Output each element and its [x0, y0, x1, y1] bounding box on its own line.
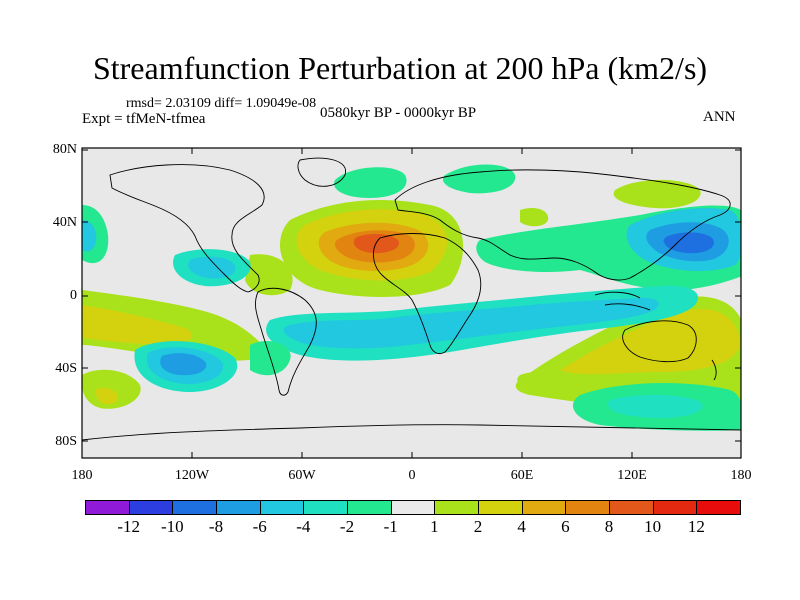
colorbar-label: -6 [252, 517, 267, 536]
coast-antarctica [82, 424, 741, 441]
contour-pos-2-south-atlantic [517, 371, 576, 393]
colorbar-label: 4 [517, 517, 526, 536]
lat-label-80s: 80S [55, 434, 77, 449]
chart-title: Streamfunction Perturbation at 200 hPa (… [92, 50, 708, 86]
colorbar-box [259, 500, 305, 515]
contour-pos-2-north-africa [245, 254, 293, 296]
colorbar-label: 6 [561, 517, 570, 536]
colorbar-label: -12 [117, 517, 140, 536]
lon-label-60w: 60W [288, 468, 316, 483]
period-label: 0580kyr BP - 0000kyr BP [320, 105, 477, 121]
colorbar-label: -2 [339, 517, 355, 536]
axis-ticks [81, 148, 742, 458]
season-label: ANN [703, 109, 736, 125]
lon-label-120w: 120W [174, 468, 210, 483]
colorbar-label: 8 [604, 517, 614, 536]
contour-neg-1-arctic-europe [442, 164, 516, 194]
coast-new-zealand [711, 359, 717, 381]
lon-label-180w: 180 [71, 468, 93, 483]
colorbar-box [652, 500, 698, 515]
colorbar-box [434, 500, 479, 515]
colorbar-box [521, 500, 567, 515]
colorbar-box [478, 500, 523, 515]
lat-label-40s: 40S [55, 361, 77, 376]
colorbar-box [390, 500, 436, 515]
contour-pos-2-europe-small [520, 208, 549, 227]
lat-label-80n: 80N [52, 142, 77, 157]
lat-label-40n: 40N [52, 215, 77, 230]
coast-indonesia [594, 291, 651, 311]
colorbar-label: -4 [296, 517, 311, 536]
contour-neg-2-southern-ocean [608, 394, 703, 418]
colorbar-label: 12 [687, 517, 705, 536]
colorbar-box [216, 500, 261, 515]
contour-neg-2-west-pacific [82, 220, 97, 252]
contour-neg-1-arctic-atlantic [334, 167, 407, 198]
colorbar-box [609, 500, 654, 515]
contour-neg-8-nw-pacific [663, 232, 715, 254]
lat-label-eq: 0 [70, 288, 77, 303]
colorbar-box [303, 500, 348, 515]
colorbar-box [172, 500, 217, 515]
colorbar-label: 1 [430, 517, 439, 536]
colorbar-label: -8 [208, 517, 224, 536]
contour-neg-6-south-pacific [160, 353, 207, 376]
coast-africa [373, 233, 482, 355]
experiment-label: Expt = tfMeN-tfmea [82, 111, 206, 127]
colorbar-label: 10 [644, 517, 662, 536]
colorbar-box [565, 500, 610, 515]
contour-pos-4-australia [560, 309, 740, 375]
colorbar-label: 2 [473, 517, 483, 536]
coast-south-america [255, 287, 317, 396]
colorbar-label: -1 [383, 517, 398, 536]
contour-pos-4-south-pacific [82, 305, 193, 345]
contour-neg-4-south-band [283, 297, 659, 349]
coast-greenland [297, 157, 347, 187]
colorbar-box [128, 500, 174, 515]
lon-label-180e: 180 [730, 468, 752, 483]
contour-pos-2-siberia [613, 179, 701, 209]
contour-pos-2-south-pacific-small [82, 369, 141, 409]
lon-label-0: 0 [408, 468, 416, 483]
contour-field [82, 164, 741, 431]
stats-label: rmsd= 2.03109 diff= 1.09049e-08 [126, 96, 317, 111]
coast-australia [622, 320, 697, 363]
lon-label-60e: 60E [510, 468, 534, 483]
colorbar-box [696, 500, 741, 515]
colorbar-label: -10 [160, 517, 184, 536]
coastlines [82, 157, 741, 441]
contour-pos-4-south-pacific-small [95, 387, 118, 405]
coast-europe-asia [394, 169, 731, 281]
colorbar-box [347, 500, 392, 515]
colorbar-box [85, 500, 130, 515]
contour-pos-2-south-pacific [82, 290, 270, 361]
lon-label-120e: 120E [617, 468, 647, 483]
coast-north-america [109, 164, 265, 293]
